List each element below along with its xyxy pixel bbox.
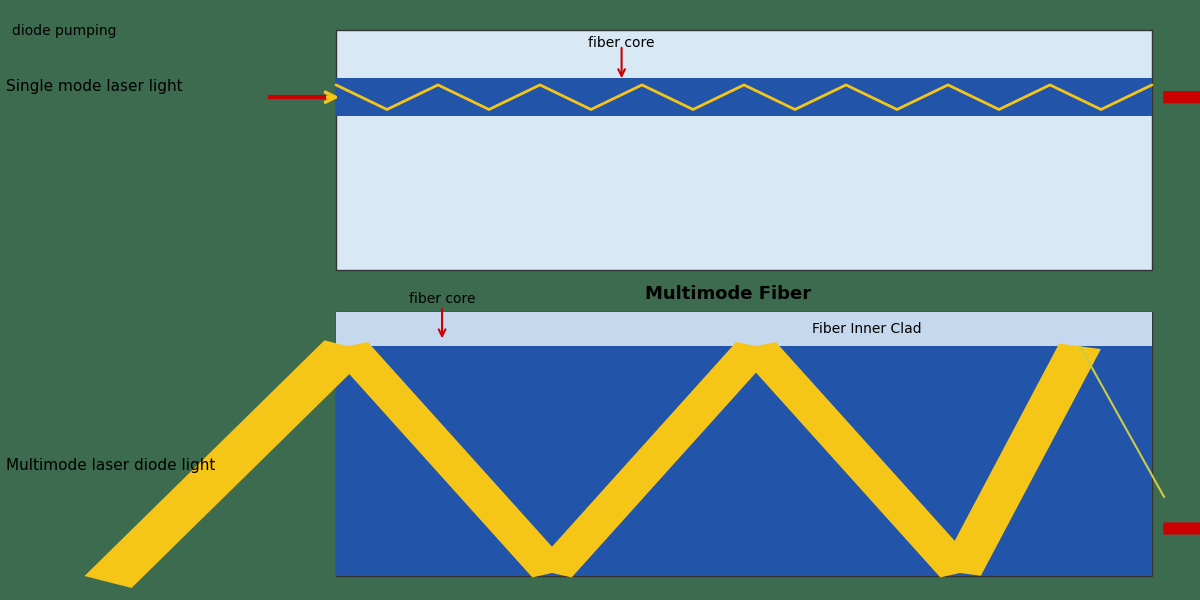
Text: fiber core: fiber core [409,292,475,306]
Bar [336,346,1152,576]
Bar [336,312,1152,576]
FancyArrow shape [1164,520,1200,537]
Text: fiber core: fiber core [588,36,655,50]
FancyArrow shape [1164,89,1200,106]
Polygon shape [940,344,1100,576]
Text: Single mode laser light: Single mode laser light [6,79,182,94]
Polygon shape [737,342,979,577]
Text: Multimode laser diode light: Multimode laser diode light [6,458,215,473]
Polygon shape [329,342,571,577]
Text: diode pumping: diode pumping [12,24,116,38]
Polygon shape [84,340,372,588]
Polygon shape [533,342,775,577]
Text: Fiber Inner Clad: Fiber Inner Clad [811,322,922,336]
Bar [336,30,1152,270]
Bar [336,78,1152,116]
Bar [336,312,1152,346]
Text: Multimode Fiber: Multimode Fiber [644,285,811,303]
